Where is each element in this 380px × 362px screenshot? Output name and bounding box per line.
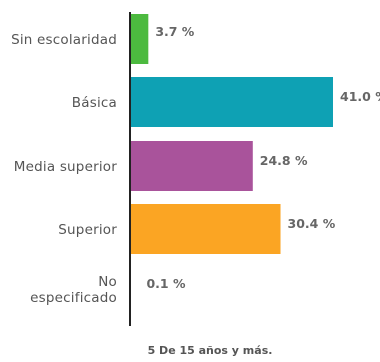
value-label-basica: 41.0 % xyxy=(340,89,380,104)
bar-superior xyxy=(130,204,281,254)
bar-basica xyxy=(130,77,333,127)
value-label-media-superior: 24.8 % xyxy=(260,153,308,168)
bar-media-superior xyxy=(130,141,253,191)
category-label-line: Sin escolaridad xyxy=(11,32,117,48)
value-label-sin-escolaridad: 3.7 % xyxy=(155,24,194,39)
category-label-sin-escolaridad: Sin escolaridad xyxy=(11,32,117,48)
value-label-superior: 30.4 % xyxy=(288,216,336,231)
category-label-line: Media superior xyxy=(14,159,117,175)
category-label-media-superior: Media superior xyxy=(14,159,117,175)
bar-sin-escolaridad xyxy=(130,14,148,64)
category-label-line: Básica xyxy=(72,95,117,111)
value-label-no-especificado: 0.1 % xyxy=(146,276,185,291)
category-label-basica: Básica xyxy=(72,95,117,111)
category-label-superior: Superior xyxy=(58,222,117,238)
category-label-no-especificado: No especificado xyxy=(30,274,117,306)
category-label-line: No xyxy=(98,274,117,290)
footnote: 5 De 15 años y más. xyxy=(148,344,273,357)
category-labels: Sin escolaridad Básica Media superior Super… xyxy=(11,32,117,306)
category-label-line: Superior xyxy=(58,222,117,238)
category-label-line: especificado xyxy=(30,290,117,306)
